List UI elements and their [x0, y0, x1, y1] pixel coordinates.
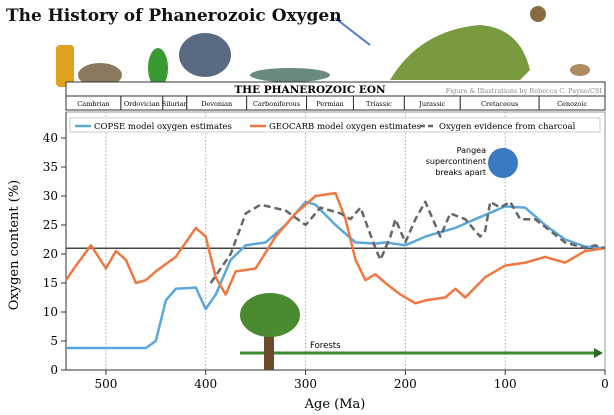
- period-label: Permian: [316, 100, 343, 108]
- period-box: [538, 95, 606, 111]
- legend-label: GEOCARB model oxygen estimates: [269, 122, 421, 132]
- series-line-1: [64, 191, 606, 305]
- period-label: Carboniferous: [253, 100, 300, 108]
- pangea-label: breaks apart: [435, 168, 486, 177]
- pangea-label: supercontinent: [426, 157, 486, 166]
- series-line-2: [209, 200, 606, 284]
- period-label: Cretaceous: [481, 100, 518, 108]
- period-label: Devonian: [201, 100, 232, 108]
- figure-title: The History of Phanerozoic Oxygen: [6, 6, 342, 26]
- legend: [69, 117, 601, 133]
- stegosaurus-icon: [390, 25, 530, 80]
- y-tick-label: 10: [43, 305, 58, 319]
- x-axis-label: Age (Ma): [304, 397, 366, 412]
- arrow-head-icon: [594, 348, 603, 358]
- period-label: Ordovician: [124, 100, 160, 108]
- fern-icon: [148, 48, 168, 88]
- pangea-label: Pangea: [457, 146, 486, 155]
- fish-icon: [179, 33, 231, 77]
- x-tick-label: 300: [294, 377, 317, 391]
- y-tick-label: 25: [43, 218, 58, 232]
- period-label: Triassic: [366, 100, 392, 108]
- sponge-icon: [56, 45, 74, 87]
- series-line-0: [66, 200, 606, 350]
- credit-text: Figure & Illustrations by Rebecca C. Pay…: [446, 87, 603, 95]
- y-tick-label: 0: [50, 363, 58, 377]
- period-label: Cambrian: [77, 100, 109, 108]
- plot-frame: [65, 111, 606, 371]
- x-tick-label: 0: [601, 377, 609, 391]
- y-tick-label: 15: [43, 276, 58, 290]
- period-label: Jurassic: [418, 100, 446, 108]
- y-tick-label: 30: [43, 189, 58, 203]
- x-tick-label: 100: [494, 377, 517, 391]
- tree-trunk-icon: [264, 330, 274, 370]
- y-tick-label: 20: [43, 247, 58, 261]
- tree-icon: [240, 293, 300, 337]
- bird-icon: [530, 6, 546, 22]
- x-tick-label: 500: [94, 377, 117, 391]
- x-tick-label: 200: [394, 377, 417, 391]
- mammal-icon: [570, 64, 590, 76]
- y-tick-label: 5: [50, 334, 58, 348]
- y-axis-label: Oxygen content (%): [7, 180, 22, 310]
- x-tick-label: 400: [194, 377, 217, 391]
- legend-label: COPSE model oxygen estimates: [94, 122, 232, 132]
- legend-label: Oxygen evidence from charcoal: [439, 122, 576, 132]
- earth-icon: [488, 148, 518, 178]
- period-label: Cenozoic: [557, 100, 587, 108]
- forests-label: Forests: [310, 341, 341, 351]
- trilobite-icon: [78, 63, 122, 87]
- y-tick-label: 40: [43, 131, 58, 145]
- period-label: Silurian: [162, 100, 188, 108]
- amphibian-icon: [250, 68, 330, 82]
- eon-label: THE PHANEROZOIC EON: [234, 84, 386, 96]
- dragonfly-icon: [334, 17, 371, 46]
- y-tick-label: 35: [43, 160, 58, 174]
